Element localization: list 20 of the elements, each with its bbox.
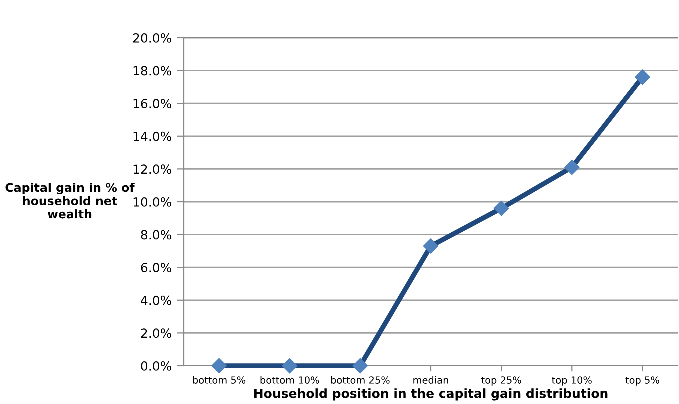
y-tick-label: 0.0%: [141, 361, 172, 371]
y-tick-label: 10.0%: [134, 197, 172, 207]
x-axis-title: Household position in the capital gain distribution: [254, 388, 608, 401]
y-tick-label: 8.0%: [141, 230, 172, 240]
y-axis-title: Capital gain in % of household net wealth: [6, 183, 135, 219]
y-tick-label: 20.0%: [133, 33, 172, 43]
y-tick-label: 12.0%: [134, 164, 172, 174]
y-tick-label: 6.0%: [141, 263, 172, 273]
y-tick-label: 18.0%: [134, 66, 172, 76]
x-tick-label: top 25%: [482, 376, 522, 386]
x-tick-label: top 10%: [552, 376, 592, 386]
y-tick-label: 2.0%: [141, 328, 172, 338]
x-tick-label: bottom 25%: [331, 376, 390, 384]
x-tick-label: bottom 10%: [260, 376, 320, 384]
y-tick-label: 4.0%: [141, 296, 172, 306]
x-tick-label: median: [414, 376, 448, 384]
y-tick-label: 14.0%: [134, 132, 172, 142]
x-tick-label: bottom 5%: [193, 376, 246, 384]
x-tick-label: top 5%: [626, 376, 660, 386]
y-tick-label: 16.0%: [134, 99, 172, 109]
